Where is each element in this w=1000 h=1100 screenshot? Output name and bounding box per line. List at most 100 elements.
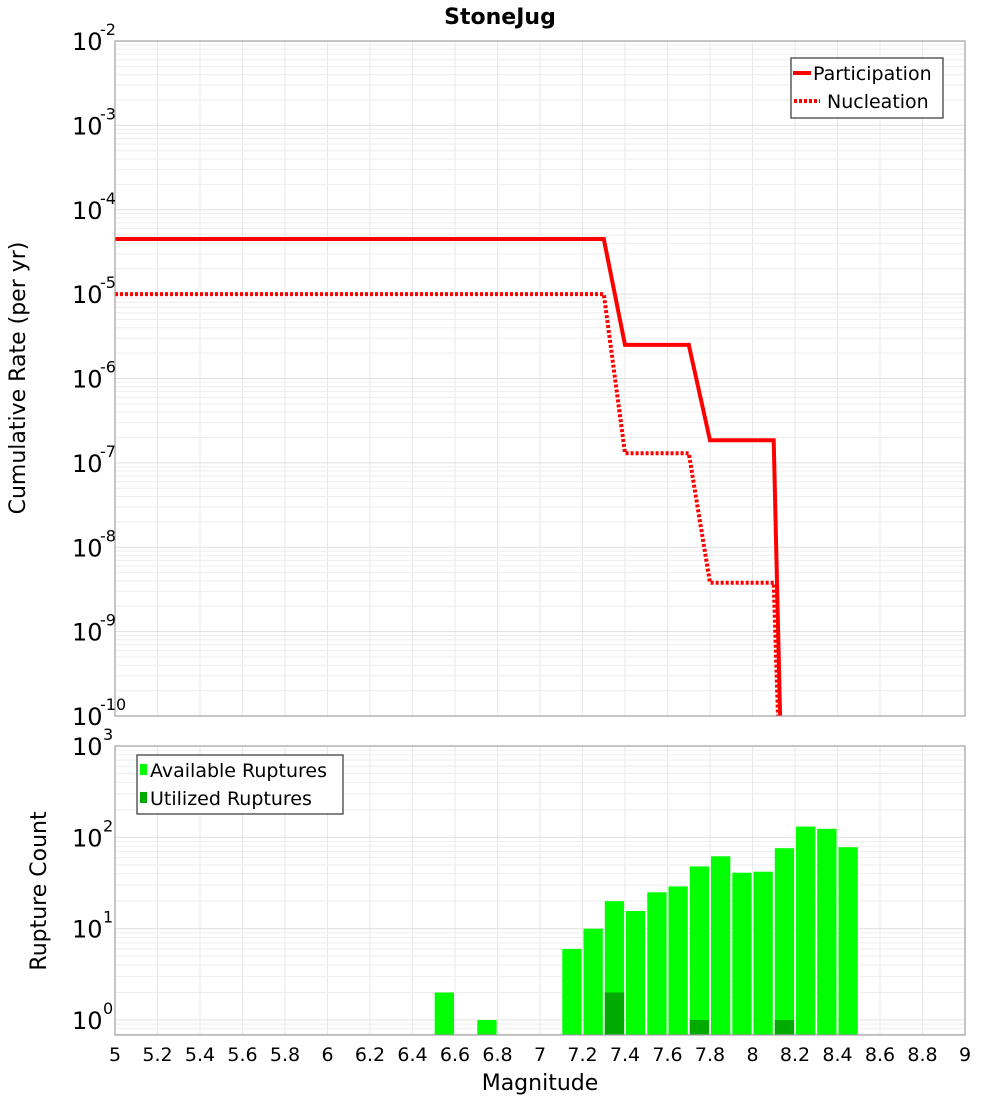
x-tick-label: 9 [959,1044,971,1066]
participation-legend-label: Participation [813,63,932,85]
rate-y-tick: 10-6 [72,358,116,394]
x-tick-label: 7.6 [652,1044,682,1066]
rate-y-ticks: 10-210-310-410-510-610-710-810-910-10 [72,20,126,731]
x-tick-label: 5.4 [185,1044,215,1066]
available-ruptures-bar [774,848,795,1035]
rate-y-tick-exponent: -10 [100,695,126,714]
rupture-y-tick-base: 10 [72,916,103,944]
rate-y-tick-base: 10 [72,366,103,394]
rate-y-tick: 10-5 [72,273,116,309]
rate-legend: Participation Nucleation [790,57,944,119]
available-legend-swatch [140,764,147,775]
rupture-y-tick-base: 10 [72,733,103,761]
x-tick-label: 6.6 [440,1044,470,1066]
x-tick-label: 5.2 [142,1044,172,1066]
rate-y-tick-base: 10 [72,112,103,140]
rate-y-tick: 10-8 [72,526,116,562]
rate-series [115,237,783,717]
x-tick-label: 7.4 [610,1044,640,1066]
nucleation-legend-label: Nucleation [827,91,929,113]
available-ruptures-bar [732,872,752,1035]
rate-y-tick-base: 10 [72,197,103,225]
x-tick-label: 7.8 [695,1044,725,1066]
x-tick-label: 8.6 [865,1044,895,1066]
rate-y-tick-exponent: -4 [100,189,116,208]
rupture-y-tick: 10 3 [72,725,113,761]
available-ruptures-bar [583,928,603,1035]
rupture-bars [434,826,858,1035]
x-tick-label: 8 [746,1044,758,1066]
rupture-legend: Available Ruptures Utilized Ruptures [136,754,344,815]
participation-line [115,237,783,717]
available-ruptures-bar [838,847,858,1035]
rupture-y-axis-label: Rupture Count [27,811,52,971]
rate-y-tick-exponent: -7 [100,442,116,461]
x-axis-label: Magnitude [482,1071,599,1096]
rupture-y-tick-base: 10 [72,824,103,852]
rate-legend-box [790,57,944,119]
rate-plot-border [114,40,966,717]
rate-y-tick-base: 10 [72,619,103,647]
rate-y-tick: 10-9 [72,611,116,647]
x-tick-label: 6.4 [397,1044,427,1066]
rate-y-tick-exponent: -9 [100,611,116,630]
utilized-legend-swatch [140,792,147,803]
available-ruptures-bar [817,828,837,1035]
rupture-y-tick-base: 10 [72,1007,103,1035]
available-ruptures-bar [796,826,816,1035]
rate-y-tick-exponent: -3 [100,104,116,123]
rate-y-tick-base: 10 [72,281,103,309]
available-ruptures-bar [562,948,582,1035]
rupture-y-tick: 10 1 [72,908,113,944]
rupture-plot-border [114,745,966,1036]
available-ruptures-bar [477,1020,497,1035]
available-ruptures-bar [711,856,731,1035]
rupture-y-tick-exponent: 2 [103,816,113,835]
available-ruptures-bar [626,911,646,1035]
x-tick-label: 6.2 [355,1044,385,1066]
x-tick-label: 5 [109,1044,121,1066]
x-tick-label: 6.8 [482,1044,512,1066]
rate-y-tick-base: 10 [72,703,103,731]
rupture-y-tick-exponent: 0 [103,999,113,1018]
magnitude-x-ticks: 5 5.2 5.4 5.6 5.8 6 6.2 6.4 6.6 6.8 7 7.2 7.4 7.6 7.8 8… [109,1044,971,1066]
rate-y-tick-exponent: -6 [100,358,116,377]
x-tick-label: 5.6 [227,1044,257,1066]
utilized-legend-label: Utilized Ruptures [150,788,312,810]
available-ruptures-bar [668,886,688,1035]
rupture-legend-box [136,754,344,815]
rate-y-tick: 10-3 [72,104,116,140]
available-ruptures-bar [753,871,773,1035]
rate-y-tick: 10-2 [72,20,116,56]
rate-y-tick-base: 10 [72,534,103,562]
rate-plot: 10-210-310-410-510-610-710-810-910-10 Cu… [6,20,966,731]
rupture-y-tick-exponent: 1 [103,908,113,927]
x-tick-label: 8.4 [822,1044,852,1066]
x-tick-label: 6 [321,1044,333,1066]
rupture-y-tick: 10 2 [72,816,113,852]
available-legend-label: Available Ruptures [150,760,327,782]
rate-y-tick-exponent: -5 [100,273,116,292]
x-tick-label: 7 [534,1044,546,1066]
chart-title: StoneJug [444,5,556,30]
x-tick-label: 5.8 [270,1044,300,1066]
utilized-ruptures-bar [689,1020,710,1035]
x-tick-label: 8.8 [907,1044,937,1066]
rate-y-tick-exponent: -8 [100,526,116,545]
rate-y-axis-label: Cumulative Rate (per yr) [6,242,31,515]
rupture-y-tick: 10 0 [72,999,113,1035]
x-tick-label: 7.2 [567,1044,597,1066]
available-ruptures-bar [647,892,667,1035]
rate-y-tick: 10-4 [72,189,116,225]
rate-y-tick-base: 10 [72,450,103,478]
rate-y-tick: 10-10 [72,695,126,731]
rate-y-tick-base: 10 [72,28,103,56]
available-ruptures-bar [689,866,710,1035]
rupture-y-tick-exponent: 3 [103,725,113,744]
rate-y-tick: 10-7 [72,442,116,478]
rate-gridlines [115,41,966,717]
rate-y-tick-exponent: -2 [100,20,116,39]
